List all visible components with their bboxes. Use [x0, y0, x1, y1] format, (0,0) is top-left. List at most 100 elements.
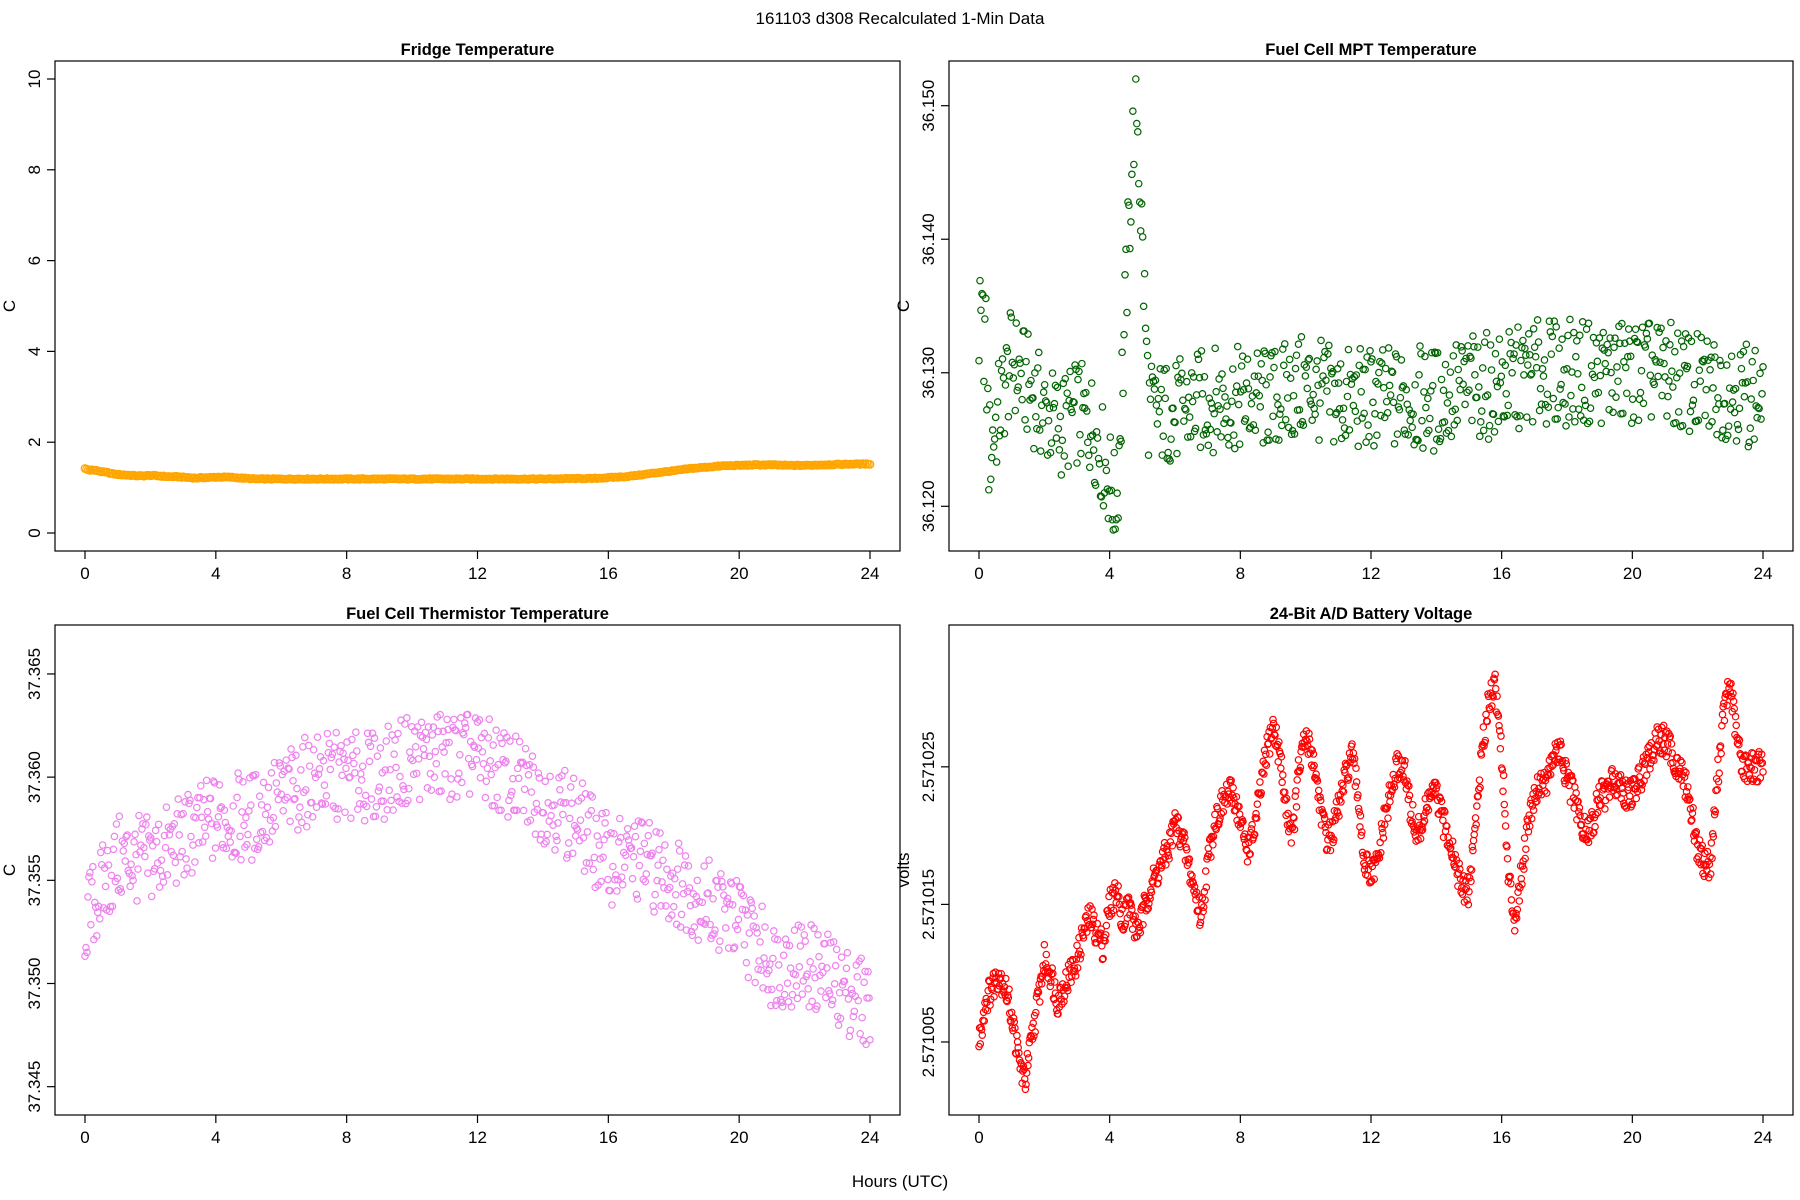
data-point — [1194, 355, 1203, 364]
data-point — [645, 818, 654, 827]
data-point — [1449, 352, 1458, 360]
data-point — [521, 744, 530, 753]
data-point — [1419, 444, 1427, 452]
data-point — [842, 964, 851, 973]
data-point — [1182, 845, 1191, 854]
data-point — [1121, 271, 1129, 279]
data-point — [1181, 833, 1189, 842]
data-point — [1494, 417, 1503, 426]
data-point — [1049, 403, 1058, 412]
data-point — [113, 874, 122, 883]
data-point — [829, 938, 838, 946]
data-point — [1443, 399, 1452, 407]
data-point — [1671, 347, 1679, 356]
data-point — [547, 811, 555, 820]
data-point — [764, 986, 772, 994]
data-point — [1515, 424, 1523, 433]
data-point — [1433, 349, 1442, 357]
data-point — [1119, 389, 1127, 398]
data-point — [984, 485, 993, 494]
data-point — [1634, 416, 1643, 425]
data-point — [787, 1003, 796, 1011]
data-point — [1012, 319, 1021, 327]
data-point — [121, 857, 130, 865]
data-point — [1227, 776, 1235, 785]
data-point — [1584, 838, 1593, 847]
data-point — [732, 876, 741, 885]
data-point — [96, 848, 105, 857]
data-point — [1275, 738, 1283, 746]
data-point — [780, 990, 789, 999]
data-point — [403, 713, 411, 722]
data-point — [441, 770, 449, 778]
data-point — [1716, 356, 1724, 365]
y-tick-label: 8 — [25, 165, 44, 174]
data-point — [1437, 375, 1446, 384]
data-point — [694, 936, 703, 944]
data-point — [664, 885, 672, 894]
data-point — [704, 889, 712, 897]
data-point — [1642, 771, 1651, 780]
data-point — [1653, 323, 1661, 332]
data-point — [487, 770, 496, 779]
data-point — [431, 747, 440, 756]
data-point — [187, 832, 195, 841]
data-point — [1305, 729, 1313, 738]
data-point — [1396, 393, 1405, 402]
data-point — [980, 1017, 989, 1025]
data-point — [676, 923, 685, 931]
data-point — [1641, 343, 1650, 351]
data-point — [1030, 1032, 1038, 1040]
data-point — [1040, 940, 1049, 949]
data-point — [864, 967, 872, 976]
data-point — [387, 796, 395, 805]
data-point — [1112, 515, 1121, 524]
data-point — [1184, 859, 1193, 867]
data-point — [1208, 833, 1217, 842]
data-point — [543, 830, 551, 839]
data-point — [1645, 319, 1654, 328]
data-point — [1337, 779, 1346, 788]
data-point — [1073, 964, 1082, 972]
data-point — [1673, 329, 1682, 337]
data-point — [167, 847, 176, 856]
data-point — [1641, 760, 1650, 769]
data-point — [1599, 328, 1608, 337]
data-point — [1271, 731, 1279, 740]
data-point — [432, 759, 441, 768]
data-point — [517, 759, 526, 768]
data-point — [1314, 786, 1323, 795]
data-point — [982, 994, 990, 1003]
data-point — [1074, 375, 1082, 384]
data-point — [1622, 804, 1631, 812]
y-tick-label: 37.355 — [25, 854, 44, 906]
data-point — [284, 764, 292, 773]
data-point — [1452, 341, 1461, 349]
data-point — [1463, 388, 1471, 397]
data-point — [428, 731, 437, 739]
data-point — [1405, 791, 1414, 800]
data-point — [1455, 376, 1464, 385]
data-point — [681, 852, 690, 860]
data-point — [837, 953, 846, 961]
data-point — [292, 751, 300, 760]
data-point — [1315, 436, 1323, 444]
data-point — [259, 778, 268, 787]
data-point — [1497, 372, 1506, 381]
data-point — [89, 862, 97, 871]
data-point — [1130, 160, 1138, 169]
data-point — [1377, 849, 1385, 857]
data-point — [1390, 440, 1399, 448]
data-point — [1370, 442, 1378, 450]
data-point — [436, 710, 445, 719]
data-point — [1403, 781, 1412, 789]
data-point — [540, 839, 549, 848]
data-point — [1604, 348, 1612, 357]
data-point — [1679, 342, 1688, 351]
data-point — [1102, 921, 1111, 930]
data-point — [1401, 757, 1409, 765]
data-point — [1381, 364, 1390, 373]
data-point — [1638, 323, 1647, 332]
data-point — [836, 1014, 845, 1023]
